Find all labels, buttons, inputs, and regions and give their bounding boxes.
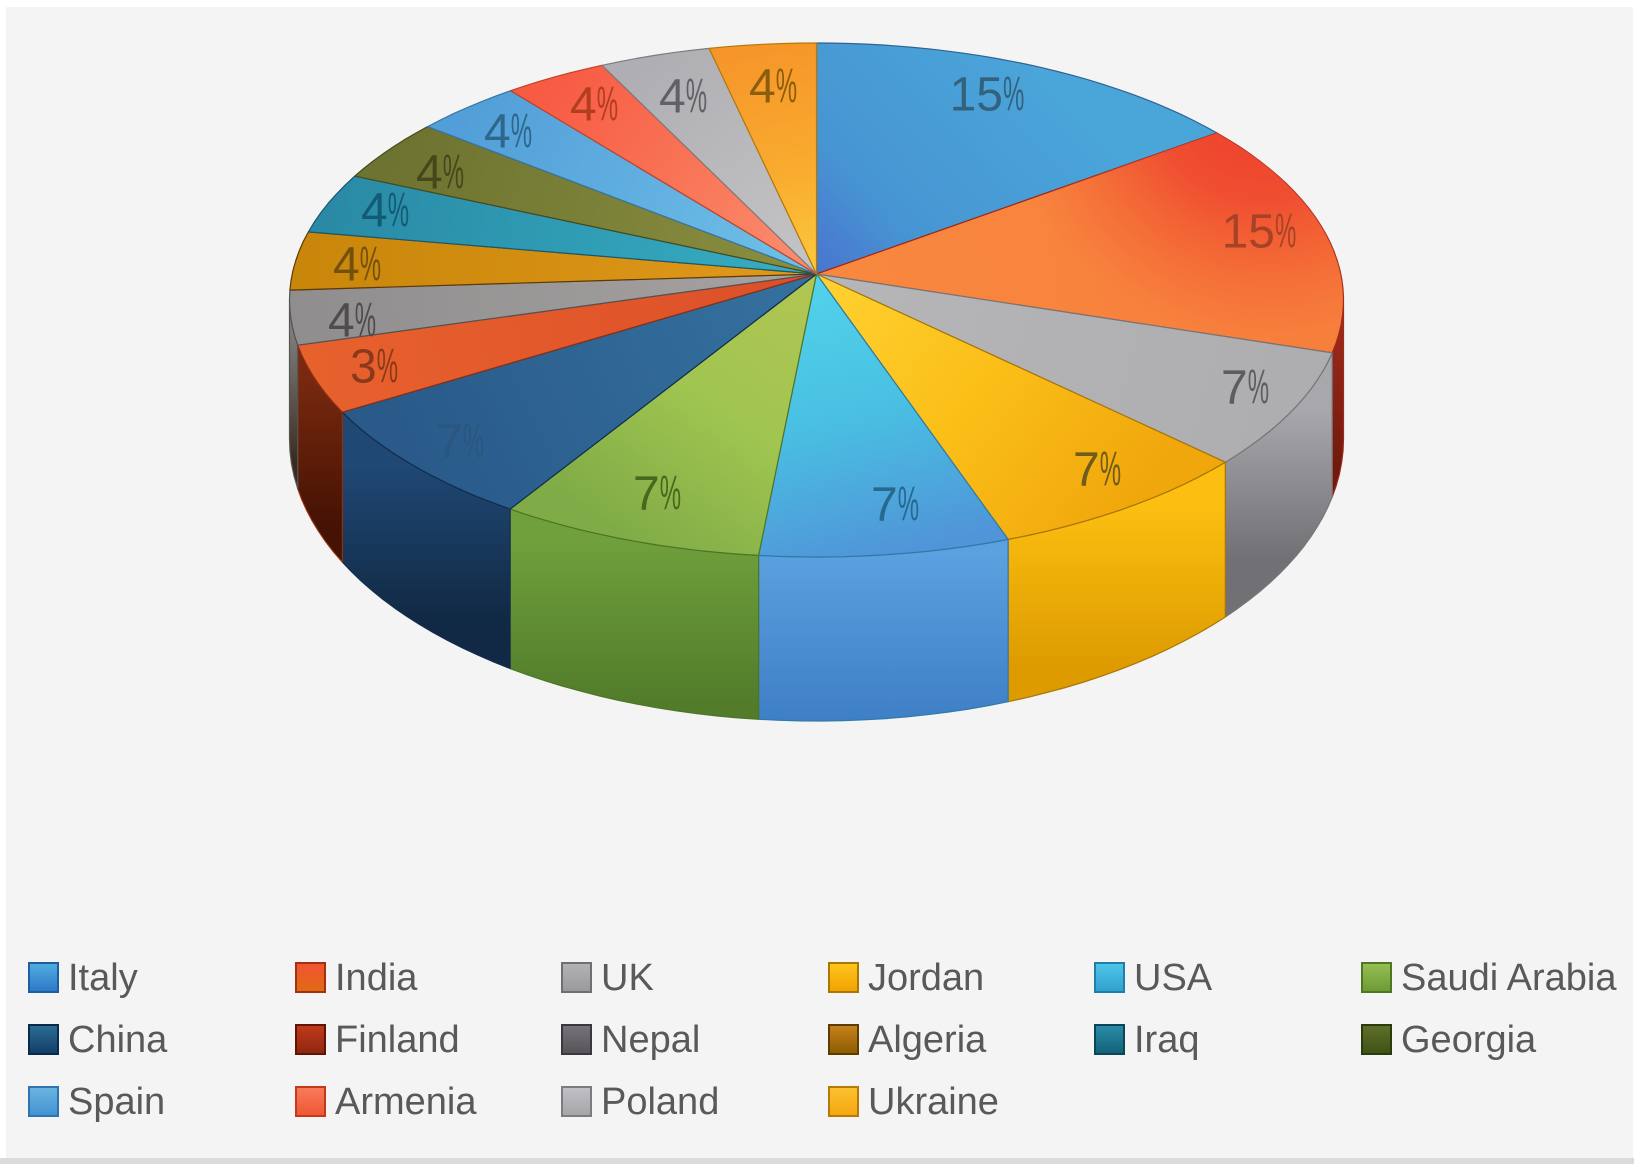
svg-text:3: 3: [350, 341, 377, 394]
svg-text:%: %: [660, 467, 681, 520]
svg-text:%: %: [1248, 361, 1269, 414]
svg-text:%: %: [597, 78, 618, 131]
svg-text:%: %: [377, 340, 398, 393]
svg-text:7: 7: [1073, 444, 1100, 497]
svg-text:%: %: [355, 294, 376, 347]
svg-text:%: %: [1003, 68, 1024, 121]
svg-text:Finland: Finland: [335, 1019, 460, 1061]
svg-text:%: %: [1100, 443, 1121, 496]
svg-text:UK: UK: [601, 957, 654, 999]
svg-text:%: %: [1275, 205, 1296, 258]
svg-text:China: China: [68, 1019, 168, 1061]
svg-text:Armenia: Armenia: [335, 1081, 477, 1123]
svg-text:%: %: [463, 415, 484, 468]
svg-text:7: 7: [1221, 362, 1248, 415]
svg-text:Poland: Poland: [601, 1081, 719, 1123]
svg-text:4: 4: [484, 106, 511, 159]
svg-text:7: 7: [633, 468, 660, 521]
svg-text:%: %: [443, 146, 464, 199]
svg-text:Nepal: Nepal: [601, 1019, 700, 1061]
svg-text:7: 7: [436, 416, 463, 469]
svg-text:Iraq: Iraq: [1134, 1019, 1199, 1061]
svg-text:4: 4: [659, 71, 686, 124]
svg-text:%: %: [686, 70, 707, 123]
svg-text:15: 15: [950, 69, 1003, 122]
svg-text:4: 4: [570, 79, 597, 132]
svg-text:USA: USA: [1134, 957, 1213, 999]
svg-text:Saudi Arabia: Saudi Arabia: [1401, 957, 1617, 999]
svg-text:%: %: [360, 238, 381, 291]
svg-text:Algeria: Algeria: [868, 1019, 987, 1061]
svg-text:Georgia: Georgia: [1401, 1019, 1537, 1061]
svg-text:%: %: [511, 105, 532, 158]
svg-text:4: 4: [416, 147, 443, 200]
svg-text:4: 4: [328, 295, 355, 348]
svg-text:15: 15: [1222, 206, 1275, 259]
svg-text:Italy: Italy: [68, 957, 138, 999]
svg-text:Ukraine: Ukraine: [868, 1081, 999, 1123]
svg-text:%: %: [388, 184, 409, 237]
svg-text:4: 4: [361, 185, 388, 238]
svg-text:Jordan: Jordan: [868, 957, 984, 999]
svg-text:India: India: [335, 957, 418, 999]
svg-text:%: %: [776, 60, 797, 113]
svg-text:%: %: [898, 478, 919, 531]
svg-text:Spain: Spain: [68, 1081, 165, 1123]
svg-text:4: 4: [333, 239, 360, 292]
svg-text:4: 4: [749, 61, 776, 114]
svg-text:7: 7: [871, 479, 898, 532]
